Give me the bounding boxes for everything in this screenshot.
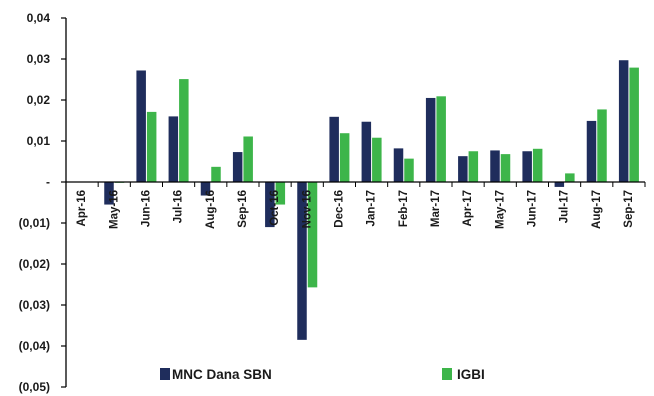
x-tick-label: Jun-16 [140, 190, 152, 227]
x-tick-label: Sep-16 [237, 190, 249, 228]
bar-igbi [372, 137, 382, 182]
bar-igbi [468, 151, 479, 182]
x-tick-label: Aug-17 [591, 190, 603, 229]
y-tick-label: 0,01 [27, 134, 51, 148]
y-tick-label: (0,05) [19, 380, 50, 394]
y-tick-label: (0,03) [19, 298, 50, 312]
bar-mnc-dana-sbn [361, 121, 372, 182]
bars [104, 60, 639, 340]
legend-swatch-igbi [442, 368, 452, 380]
bar-mnc-dana-sbn [586, 120, 597, 182]
bar-mnc-dana-sbn [522, 151, 532, 182]
bar-igbi [532, 148, 543, 182]
legend: MNC Dana SBN IGBI [160, 367, 485, 382]
x-tick-label: Apr-17 [462, 190, 474, 226]
x-tick-label: Feb-17 [398, 190, 410, 227]
bar-mnc-dana-sbn [393, 148, 404, 182]
legend-label-mnc-dana-sbn: MNC Dana SBN [172, 367, 272, 382]
bar-igbi [629, 67, 639, 182]
y-tick-label: 0,04 [27, 11, 51, 25]
bar-mnc-dana-sbn [458, 156, 468, 182]
bar-mnc-dana-sbn [200, 182, 211, 196]
bar-mnc-dana-sbn [136, 70, 146, 182]
bar-igbi [146, 111, 157, 182]
bar-igbi [404, 158, 414, 182]
y-axis: 0,04 0,03 0,02 0,01 - (0,01) (0,02) (0,03) (0,04… [19, 11, 66, 394]
x-tick-label: Mar-17 [430, 190, 442, 227]
y-tick-label: - [46, 175, 50, 189]
y-tick-label: (0,01) [19, 216, 50, 230]
bar-mnc-dana-sbn [232, 152, 243, 182]
y-tick-label: (0,04) [19, 339, 50, 353]
bar-igbi [179, 79, 189, 182]
x-tick-label: Jun-17 [526, 190, 538, 227]
bar-igbi [500, 154, 511, 182]
bar-mnc-dana-sbn [490, 150, 500, 182]
bar-igbi [565, 173, 575, 182]
x-tick-label: Nov-16 [301, 190, 313, 228]
legend-label-igbi: IGBI [457, 367, 485, 382]
x-tick-label: May-17 [494, 190, 506, 229]
bar-mnc-dana-sbn [554, 182, 565, 187]
x-tick-label: Jul-16 [173, 190, 185, 223]
x-tick-label: May-16 [108, 190, 120, 229]
y-tick-label: 0,03 [27, 52, 51, 66]
bar-igbi [597, 109, 607, 182]
bar-igbi [436, 96, 446, 182]
bar-mnc-dana-sbn [265, 182, 275, 228]
bar-igbi [211, 166, 221, 182]
x-tick-label: Jan-17 [366, 190, 378, 226]
bar-mnc-dana-sbn [104, 182, 114, 205]
bar-igbi [307, 182, 318, 288]
x-tick-label: Sep-17 [623, 190, 635, 228]
x-tick-label: Jul-17 [559, 190, 571, 223]
bar-igbi [243, 136, 253, 182]
x-tick-label: Oct-16 [269, 190, 281, 226]
bar-mnc-dana-sbn [297, 182, 307, 340]
x-axis-labels: Apr-16 May-16 Jun-16 Jul-16 Aug-16 Sep-16 Oct-… [76, 190, 635, 229]
x-tick-label: Apr-16 [76, 190, 88, 226]
bar-mnc-dana-sbn [329, 116, 339, 182]
axes [65, 18, 646, 387]
x-tick-label: Aug-16 [205, 190, 217, 229]
bar-mnc-dana-sbn [425, 97, 436, 182]
bar-mnc-dana-sbn [618, 60, 629, 183]
legend-swatch-mnc-dana-sbn [160, 368, 170, 380]
bar-igbi [275, 182, 286, 205]
y-tick-label: (0,02) [19, 257, 50, 271]
bar-igbi [339, 133, 350, 182]
bar-mnc-dana-sbn [168, 116, 179, 182]
x-tick-label: Dec-16 [333, 190, 345, 228]
y-tick-label: 0,02 [27, 93, 51, 107]
